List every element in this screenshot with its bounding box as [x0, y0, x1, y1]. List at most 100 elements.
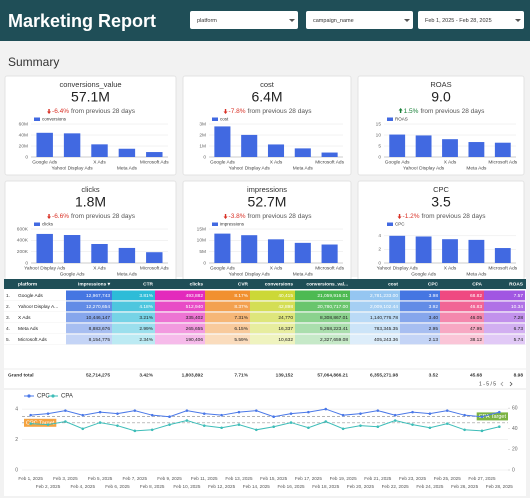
series-point	[428, 426, 432, 430]
reference-label-box	[24, 418, 57, 427]
bar	[389, 235, 406, 263]
series-point	[324, 420, 328, 423]
heat-cell	[484, 301, 525, 312]
dropdown[interactable]	[418, 11, 524, 29]
legend-label: cost	[220, 117, 229, 122]
dropdown-caret[interactable]	[289, 19, 295, 22]
filter-platform[interactable]: platform	[190, 11, 298, 29]
page-prev[interactable]	[500, 381, 504, 387]
bar	[63, 235, 81, 263]
x-tick-label: Google Ads	[32, 159, 57, 165]
series-point	[133, 409, 137, 412]
column-header: cost	[388, 282, 398, 288]
series-point	[341, 427, 345, 431]
dropdown-label[interactable]: platform	[197, 18, 217, 24]
dropdown-label[interactable]: Feb 1, 2025 - Feb 28, 2025	[425, 18, 492, 24]
change-value: -6.4%	[52, 108, 69, 115]
heat-cell	[440, 301, 484, 312]
x-tick-label: Feb 28, 2025	[486, 484, 514, 489]
filter-date[interactable]: Feb 1, 2025 - Feb 28, 2025	[418, 11, 524, 29]
bar	[91, 243, 108, 263]
heat-cell	[155, 312, 205, 323]
table-cell: 3.81%	[139, 293, 153, 299]
series-point	[411, 410, 414, 414]
series-point	[393, 413, 397, 417]
column-header: CTR	[143, 282, 153, 288]
table-cell: 46.05	[470, 315, 482, 321]
y2-tick-label: 60	[512, 405, 518, 411]
heat-cell	[350, 334, 400, 345]
bar	[214, 126, 231, 157]
dropdown-caret[interactable]	[404, 19, 410, 22]
heat-cell	[155, 323, 205, 334]
column-header: clicks	[190, 282, 204, 288]
bar	[415, 236, 432, 263]
heat-cell	[350, 312, 400, 323]
series-point	[185, 419, 189, 422]
heat-cell	[205, 312, 250, 323]
series-point	[272, 425, 275, 429]
x-tick-label: Yahoo! Display Ads	[229, 271, 271, 277]
dropdown-label[interactable]: campaign_name	[313, 18, 354, 24]
legend-swatch	[387, 222, 393, 226]
table-cell: 2.95	[429, 326, 439, 332]
bar	[63, 133, 81, 157]
table-cell: 24,770	[278, 315, 293, 321]
x-tick-label: Feb 21, 2025	[364, 476, 392, 481]
total-cell: 1,803,892	[182, 372, 204, 378]
heat-cell	[205, 290, 250, 301]
dropdown[interactable]	[306, 11, 413, 29]
x-tick-label: Meta Ads	[117, 271, 138, 277]
table-cell: Meta Ads	[18, 326, 39, 332]
series-point	[168, 423, 171, 426]
heat-cell	[112, 312, 155, 323]
table-cell: 5.74	[514, 337, 524, 343]
legend-swatch	[34, 222, 40, 226]
y-tick-label: 5	[378, 143, 381, 149]
series-point	[46, 423, 50, 426]
dropdown[interactable]	[190, 11, 298, 29]
y-tick-label: 10	[376, 132, 382, 138]
card-title: cost	[260, 80, 275, 89]
total-cell: 3.42%	[139, 372, 153, 378]
page-next[interactable]	[509, 381, 513, 387]
series-point	[202, 424, 206, 427]
series-point	[81, 427, 85, 431]
filter-campaign[interactable]: campaign_name	[306, 11, 413, 29]
heat-cell	[484, 323, 525, 334]
table-cell: 4.18%	[139, 304, 153, 310]
series-point	[480, 415, 484, 419]
x-tick-label: Feb 14, 2025	[243, 484, 271, 489]
table-cell: 16,337	[278, 326, 293, 332]
table-cell: 12,967,743	[86, 293, 110, 299]
y-tick-label: 0	[203, 260, 206, 266]
column-header: conversions	[265, 282, 294, 288]
y-tick-label: 0	[203, 154, 206, 160]
total-cell: 57,064,866.21	[317, 372, 348, 378]
x-tick-label: Google Ads	[210, 265, 235, 271]
table-cell: 2,009,102.44	[370, 304, 398, 310]
heat-cell	[66, 334, 112, 345]
heat-cell	[350, 323, 400, 334]
bar	[468, 239, 485, 263]
x-tick-label: Feb 20, 2025	[347, 484, 375, 489]
change-note: from previous 28 days	[422, 213, 487, 220]
heat-cell	[155, 301, 205, 312]
series-point	[168, 415, 171, 419]
card-title: conversions_value	[59, 80, 121, 89]
row-index: 2.	[6, 304, 10, 310]
y2-tick-label: 40	[512, 426, 518, 432]
series-point	[463, 428, 466, 432]
bar	[214, 233, 231, 263]
table-cell: 3.40	[429, 315, 439, 321]
dropdown-caret[interactable]	[515, 19, 521, 22]
x-tick-label: Feb 16, 2025	[277, 484, 305, 489]
bar	[415, 135, 432, 157]
table-cell: 8,308,867.01	[320, 315, 348, 321]
row-index: 3.	[6, 315, 10, 321]
x-tick-label: Feb 7, 2025	[123, 476, 148, 481]
series-point	[133, 429, 137, 433]
y-tick-label: 3M	[199, 121, 206, 127]
series-point	[445, 409, 449, 412]
x-tick-label: Google Ads	[210, 159, 235, 165]
